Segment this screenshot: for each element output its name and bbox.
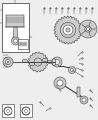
Circle shape [24,43,26,45]
Bar [18,39,28,49]
Circle shape [85,26,91,32]
Bar [6,15,24,27]
Ellipse shape [52,59,56,66]
Circle shape [34,58,42,66]
Bar [2,104,14,117]
Circle shape [79,20,97,38]
Circle shape [54,60,59,65]
Circle shape [57,80,63,86]
Circle shape [69,66,75,73]
Polygon shape [28,52,48,72]
Circle shape [80,96,88,104]
Ellipse shape [43,58,48,62]
Circle shape [54,77,66,89]
Polygon shape [58,82,86,99]
Circle shape [70,69,74,72]
Ellipse shape [23,59,28,63]
Circle shape [3,57,13,67]
Polygon shape [13,27,18,38]
Circle shape [86,27,90,31]
Circle shape [7,61,9,63]
Circle shape [14,39,18,43]
Circle shape [66,28,70,32]
Bar [20,104,32,117]
Bar [2,3,29,52]
Ellipse shape [29,62,34,66]
Circle shape [82,98,86,102]
Circle shape [20,43,22,45]
Polygon shape [58,66,74,68]
Ellipse shape [48,60,53,64]
Circle shape [63,25,73,35]
Polygon shape [54,16,82,44]
Circle shape [52,57,62,67]
Bar [77,87,80,97]
Circle shape [60,22,76,38]
Circle shape [11,37,20,45]
Circle shape [5,60,10,65]
